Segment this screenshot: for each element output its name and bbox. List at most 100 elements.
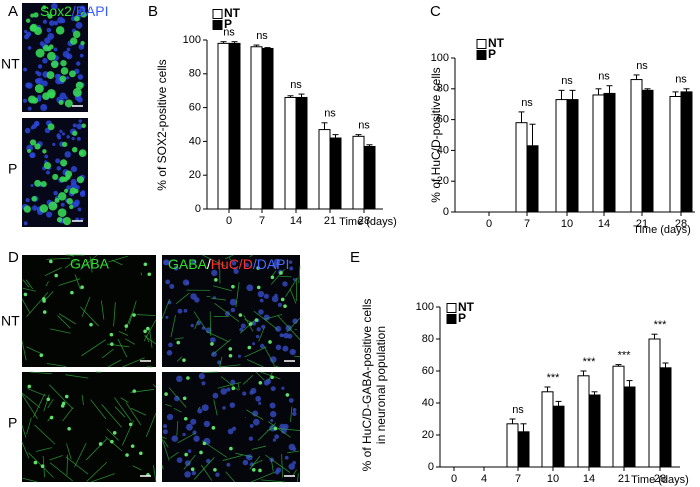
- neurite: [34, 424, 56, 445]
- significance: ns: [512, 404, 524, 416]
- neurite: [64, 259, 77, 269]
- cell: [52, 142, 56, 146]
- cell: [275, 325, 282, 332]
- cell: [176, 375, 183, 383]
- cell: [33, 12, 39, 18]
- bar: [284, 96, 297, 210]
- neurite: [249, 455, 261, 470]
- cell: [285, 393, 290, 397]
- bar: [526, 145, 539, 213]
- cell: [46, 27, 52, 33]
- cell: [57, 208, 67, 218]
- y-tick-label: 40: [189, 135, 201, 147]
- bar: [566, 99, 579, 213]
- cell: [182, 358, 186, 362]
- cell: [163, 424, 168, 429]
- neurite: [128, 300, 137, 325]
- cell: [185, 423, 193, 431]
- cell: [40, 104, 48, 111]
- cell: [190, 467, 195, 471]
- neurite: [122, 357, 145, 368]
- cell: [228, 347, 233, 351]
- cell: [226, 462, 231, 467]
- legend-label: NT: [224, 6, 241, 20]
- neurite: [45, 281, 49, 287]
- legend-label: P: [224, 17, 232, 31]
- cell: [69, 187, 77, 195]
- cell: [237, 354, 242, 358]
- cell: [184, 460, 191, 467]
- neurite: [246, 409, 264, 420]
- neurite: [132, 465, 142, 471]
- cell: [76, 61, 81, 66]
- cell: [42, 58, 48, 64]
- cell: [226, 387, 231, 392]
- cell: [42, 310, 47, 314]
- cell: [98, 442, 103, 446]
- neurite: [206, 331, 229, 343]
- cell: [42, 299, 46, 303]
- significance: ns: [636, 60, 648, 72]
- stain-label: GABA/HuC/D/DAPI: [168, 256, 289, 272]
- neurite: [170, 315, 176, 338]
- cell: [40, 181, 47, 188]
- neurite: [297, 473, 299, 483]
- cell: [109, 332, 114, 337]
- neurite: [108, 255, 129, 263]
- cell: [274, 434, 280, 440]
- neurite: [244, 318, 254, 324]
- cell: [285, 325, 292, 332]
- cell: [26, 148, 32, 154]
- cell: [47, 32, 55, 40]
- cell: [48, 201, 58, 211]
- cell: [40, 464, 45, 468]
- neurite: [211, 339, 232, 356]
- significance: ***: [654, 319, 668, 331]
- bar: [577, 375, 590, 468]
- cell: [193, 435, 200, 442]
- neurite: [49, 462, 73, 482]
- x-tick-label: 28: [654, 473, 666, 485]
- x-axis-label: Time (days): [631, 474, 689, 486]
- neurite: [81, 339, 106, 357]
- bar: [552, 405, 565, 468]
- x-tick-label: 28: [358, 215, 370, 227]
- cell: [124, 324, 129, 328]
- cell: [69, 70, 76, 78]
- neurite: [100, 300, 105, 320]
- cell: [201, 381, 206, 386]
- significance: ns: [358, 120, 370, 132]
- x-tick-label: 10: [561, 218, 573, 230]
- cell: [65, 170, 73, 178]
- neurite: [217, 381, 241, 389]
- neurite: [264, 314, 282, 320]
- cell: [211, 426, 216, 430]
- cell: [215, 472, 220, 477]
- cell: [78, 149, 87, 157]
- legend-label: NT: [458, 300, 475, 314]
- cell: [184, 471, 191, 478]
- neurite: [255, 371, 265, 381]
- neurite: [161, 298, 171, 320]
- y-tick-label: 100: [431, 52, 449, 64]
- neurite: [270, 459, 274, 472]
- neurite: [47, 398, 54, 409]
- neurite: [145, 334, 150, 343]
- cell: [198, 373, 205, 380]
- neurite: [21, 392, 41, 409]
- y-tick-label: 80: [437, 83, 449, 95]
- y-tick-label: 100: [416, 301, 434, 313]
- neurite: [86, 461, 108, 482]
- cell: [79, 5, 86, 12]
- cell: [282, 281, 288, 287]
- panel-label: D: [8, 249, 19, 266]
- cell: [110, 342, 114, 346]
- cell: [39, 353, 44, 358]
- cell: [132, 389, 137, 393]
- cell: [212, 392, 219, 399]
- neurite: [251, 445, 267, 450]
- x-tick-label: 21: [618, 473, 630, 485]
- cell: [254, 318, 259, 322]
- neurite: [26, 417, 32, 435]
- neurite: [202, 371, 219, 373]
